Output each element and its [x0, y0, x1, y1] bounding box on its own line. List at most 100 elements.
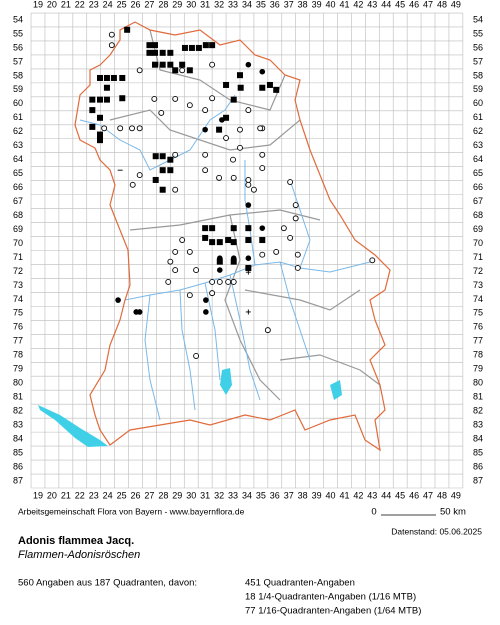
column-label: 42: [353, 490, 363, 500]
marker-square: [103, 84, 110, 91]
row-label: 86: [473, 461, 483, 471]
row-label: 72: [13, 266, 23, 276]
scale-start: 0: [371, 507, 376, 518]
row-label: 54: [473, 14, 483, 24]
marker-square: [152, 176, 159, 183]
column-label: 43: [367, 0, 377, 9]
column-label: 26: [131, 490, 141, 500]
column-label: 32: [214, 0, 224, 9]
row-label: 69: [13, 224, 23, 234]
marker-square: [273, 86, 280, 93]
marker-circle: [209, 95, 216, 102]
column-label: 44: [381, 490, 391, 500]
marker-circle: [129, 181, 136, 188]
marker-square: [152, 61, 159, 68]
marker-square: [159, 186, 166, 193]
row-label: 58: [13, 70, 23, 80]
marker-plus: [245, 309, 251, 315]
marker-circle: [273, 248, 280, 255]
row-label: 61: [473, 112, 483, 122]
row-label: 68: [13, 210, 23, 220]
marker-circle: [259, 165, 266, 172]
marker-circle: [209, 61, 216, 68]
marker-circle: [230, 174, 237, 181]
row-label: 82: [473, 406, 483, 416]
row-label: 87: [13, 475, 23, 485]
column-label: 33: [228, 0, 238, 9]
marker-circle: [136, 125, 143, 132]
row-label: 79: [13, 364, 23, 374]
marker-dot: [245, 202, 252, 208]
row-label: 84: [473, 433, 483, 443]
marker-square: [167, 156, 174, 163]
marker-square: [209, 42, 216, 49]
marker-square: [236, 72, 243, 79]
marker-square: [245, 225, 252, 232]
column-label: 41: [339, 490, 349, 500]
column-label: 25: [117, 0, 127, 9]
marker-square: [89, 107, 96, 114]
marker-circle: [209, 290, 216, 297]
marker-circle: [193, 267, 200, 274]
marker-square: [230, 258, 237, 265]
column-label: 45: [395, 0, 405, 9]
row-label: 63: [473, 140, 483, 150]
marker-circle: [209, 278, 216, 285]
marker-circle: [108, 31, 115, 38]
stats-summary: 560 Angaben aus 187 Quadranten, davon:: [18, 578, 197, 589]
row-label: 80: [473, 378, 483, 388]
column-label: 42: [353, 0, 363, 9]
marker-square: [96, 137, 103, 144]
column-label: 24: [103, 0, 113, 9]
row-label: 79: [473, 364, 483, 374]
marker-square: [186, 67, 193, 74]
row-label: 83: [13, 420, 23, 430]
marker-square: [159, 167, 166, 174]
row-label: 62: [473, 126, 483, 136]
marker-square: [167, 49, 174, 56]
row-label: 69: [473, 224, 483, 234]
row-label: 86: [13, 461, 23, 471]
row-label: 82: [13, 406, 23, 416]
row-label: 74: [13, 294, 23, 304]
markers: [89, 26, 376, 359]
row-label: 77: [13, 336, 23, 346]
column-label: 33: [228, 490, 238, 500]
row-label: 84: [13, 433, 23, 443]
species-name: Adonis flammea Jacq.: [18, 535, 134, 547]
marker-circle: [294, 265, 301, 271]
column-label: 40: [326, 490, 336, 500]
bavaria-border: [74, 21, 391, 452]
row-label: 65: [473, 168, 483, 178]
marker-square: [152, 49, 159, 56]
row-label: 55: [473, 28, 483, 38]
marker-square: [202, 234, 209, 241]
row-label: 81: [473, 392, 483, 402]
row-label: 75: [473, 308, 483, 318]
marker-square: [96, 74, 103, 81]
marker-circle: [172, 267, 179, 274]
column-label: 26: [131, 0, 141, 9]
column-label: 24: [103, 490, 113, 500]
marker-circle: [223, 135, 230, 141]
marker-circle: [369, 257, 376, 264]
marker-square: [96, 96, 103, 103]
marker-circle: [193, 353, 200, 359]
marker-dot: [259, 68, 266, 75]
row-label: 64: [473, 154, 483, 164]
column-label: 41: [339, 0, 349, 9]
column-label: 38: [298, 0, 308, 9]
column-label: 19: [33, 490, 43, 500]
marker-circle: [264, 327, 271, 334]
column-label: 46: [409, 490, 419, 500]
row-label: 55: [13, 28, 23, 38]
scale-end: 50 km: [440, 507, 466, 518]
marker-dot: [216, 255, 223, 261]
marker-square: [202, 225, 209, 232]
marker-square: [188, 44, 195, 51]
marker-square: [152, 153, 159, 160]
column-label: 36: [270, 0, 280, 9]
column-label: 31: [200, 490, 210, 500]
column-label: 48: [437, 490, 447, 500]
marker-square: [195, 44, 202, 51]
